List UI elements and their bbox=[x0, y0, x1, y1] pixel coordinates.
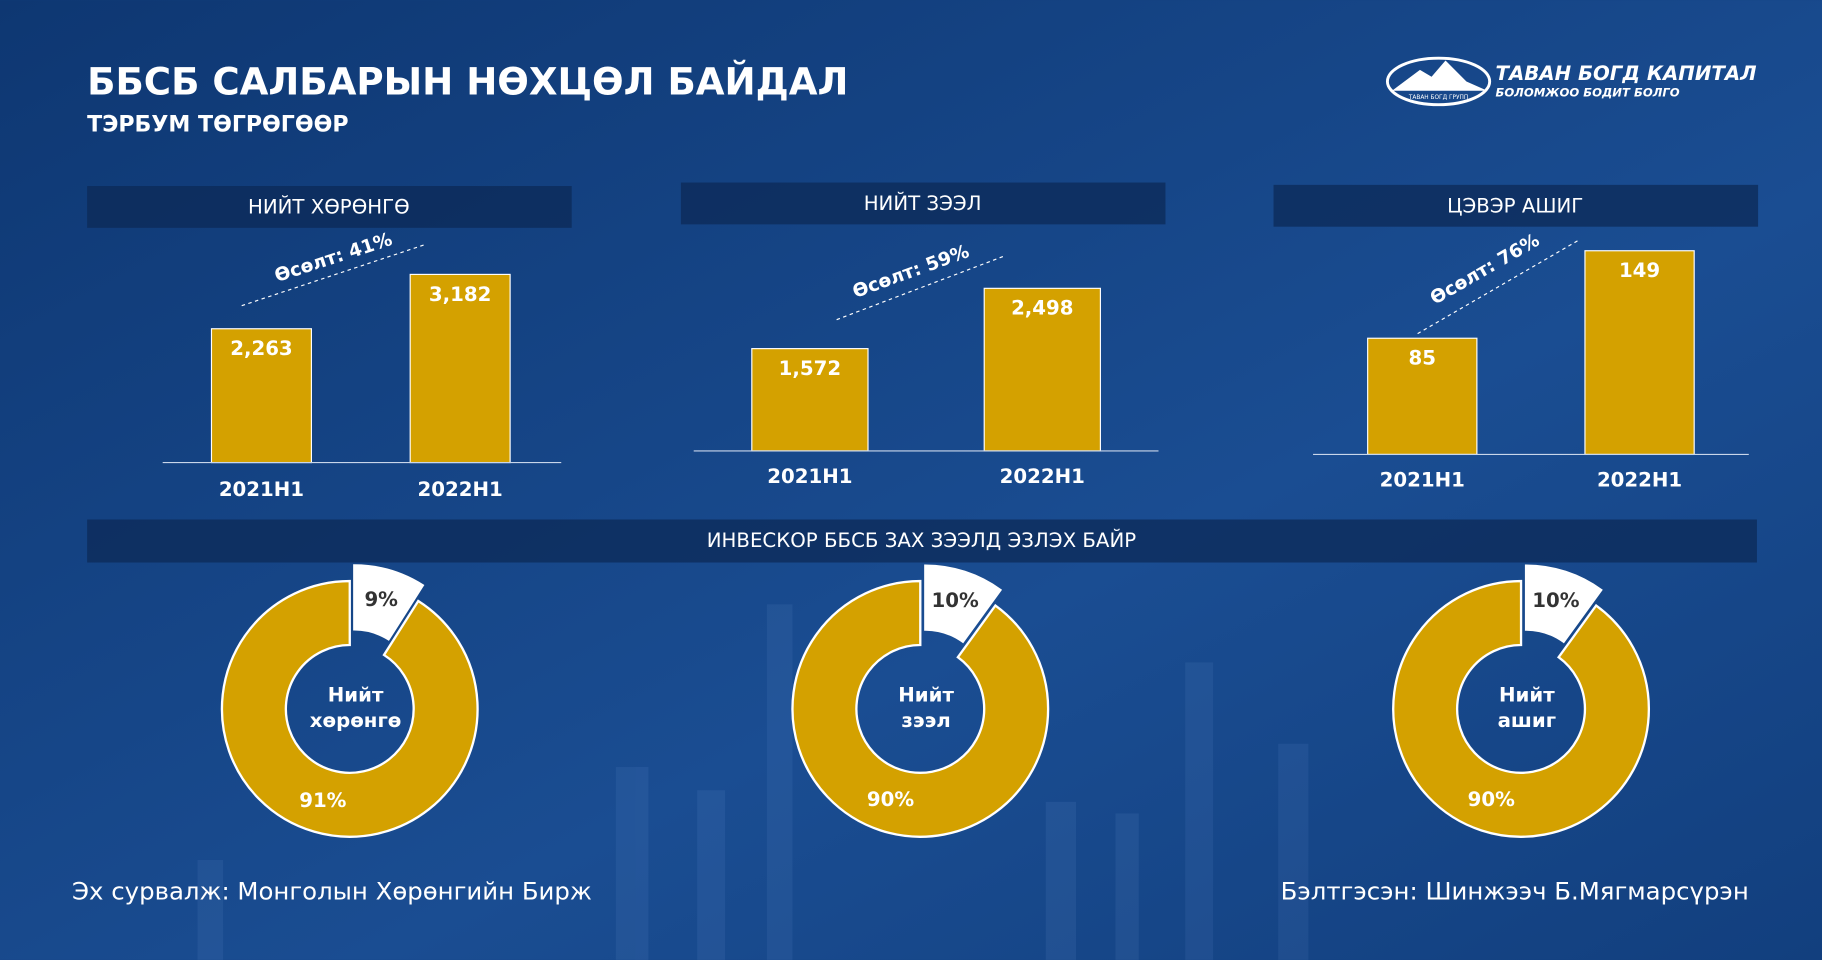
source-note: Эх сурвалж: Монголын Хөрөнгийн Бирж bbox=[72, 877, 592, 906]
panel-header bbox=[680, 182, 1166, 225]
section-title: ИНВЕСКОР ББСБ ЗАХ ЗЭЭЛД ЭЗЛЭХ БАЙР bbox=[707, 529, 1136, 552]
panel-header bbox=[1273, 184, 1759, 227]
bar bbox=[983, 287, 1101, 452]
value-label: 85 bbox=[1409, 347, 1436, 370]
logo-slogan: БОЛОМЖОО БОДИТ БОЛГО bbox=[1495, 86, 1679, 100]
growth-line bbox=[836, 255, 1006, 321]
donut-center-label: Нийт bbox=[328, 684, 384, 707]
logo: ТАВАН БОГД КАПИТАЛ БОЛОМЖОО БОДИТ БОЛГО … bbox=[1385, 56, 1757, 107]
page-title: ББСБ САЛБАРЫН НӨХЦӨЛ БАЙДАЛ bbox=[87, 59, 848, 103]
bar bbox=[1367, 337, 1478, 456]
value-label: 1,572 bbox=[779, 357, 841, 380]
panel-title: НИЙТ ХӨРӨНГӨ bbox=[248, 196, 410, 219]
slice-label: 10% bbox=[1532, 589, 1579, 612]
panel-title: ЦЭВЭР АШИГ bbox=[1447, 194, 1583, 217]
donut-center-label: зээл bbox=[901, 709, 950, 732]
panel-header bbox=[87, 186, 572, 228]
slice-label: 10% bbox=[931, 589, 978, 612]
donut-slice bbox=[220, 579, 479, 838]
category-label: 2021H1 bbox=[767, 465, 852, 488]
bar bbox=[1584, 250, 1695, 456]
donut-center-label: Нийт bbox=[898, 684, 954, 707]
author-note: Бэлтгэсэн: Шинжээч Б.Мягмарсүрэн bbox=[1281, 877, 1749, 906]
slice-label: 9% bbox=[364, 588, 398, 611]
slice-label: 90% bbox=[1468, 788, 1515, 811]
donut-center-label: ашиг bbox=[1498, 709, 1556, 732]
logo-name: ТАВАН БОГД КАПИТАЛ bbox=[1495, 62, 1756, 85]
logo-mountains bbox=[1392, 60, 1488, 91]
section-header bbox=[87, 519, 1757, 563]
growth-line bbox=[241, 243, 427, 307]
category-label: 2022H1 bbox=[1597, 469, 1682, 492]
decoration bbox=[197, 604, 1309, 960]
slice-label: 90% bbox=[867, 788, 914, 811]
bar bbox=[210, 328, 312, 464]
growth-line bbox=[1417, 240, 1579, 335]
donut-center-label: Нийт bbox=[1499, 684, 1555, 707]
category-label: 2022H1 bbox=[1000, 465, 1085, 488]
donut-slice bbox=[924, 564, 1003, 644]
category-label: 2022H1 bbox=[418, 478, 503, 501]
donut-slice bbox=[791, 579, 1050, 838]
bar bbox=[751, 348, 869, 452]
logo-ring bbox=[1385, 56, 1492, 107]
slice-label: 91% bbox=[299, 789, 346, 812]
page-subtitle: ТЭРБУМ ТӨГРӨГӨӨР bbox=[87, 113, 348, 138]
value-label: 2,498 bbox=[1011, 297, 1073, 320]
value-label: 149 bbox=[1619, 259, 1660, 282]
category-label: 2021H1 bbox=[219, 478, 304, 501]
donut-center-label: хөрөнгө bbox=[310, 709, 402, 732]
category-label: 2021H1 bbox=[1380, 469, 1465, 492]
donut-slice bbox=[1392, 579, 1651, 838]
bar bbox=[409, 273, 511, 464]
donut-slice bbox=[1524, 564, 1603, 644]
panel-title: НИЙТ ЗЭЭЛ bbox=[864, 192, 982, 215]
logo-group: ТАВАН БОГД ГРУПП bbox=[1408, 95, 1468, 101]
value-label: 2,263 bbox=[230, 337, 292, 360]
donut-slice bbox=[353, 564, 425, 641]
value-label: 3,182 bbox=[429, 283, 491, 306]
